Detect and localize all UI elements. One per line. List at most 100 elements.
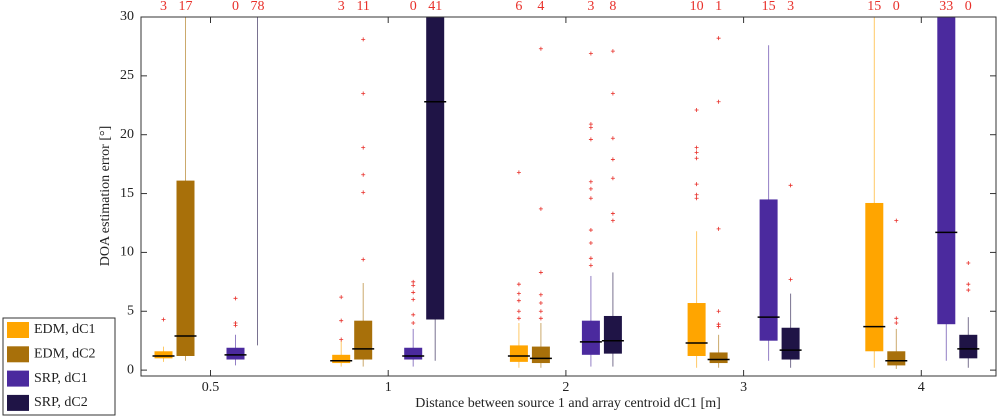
outlier	[894, 321, 899, 326]
x-tick-label: 4	[918, 380, 925, 395]
plot-frame	[140, 16, 997, 377]
box	[709, 352, 728, 364]
outlier	[339, 337, 344, 342]
y-tick-label: 10	[120, 245, 134, 260]
outlier	[516, 298, 521, 303]
legend-swatch	[7, 322, 29, 338]
outlier	[588, 125, 593, 130]
y-tick-label: 25	[120, 68, 134, 83]
outlier	[610, 136, 615, 141]
outlier	[339, 295, 344, 300]
count-label: 78	[251, 0, 265, 14]
outlier	[361, 91, 366, 96]
count-label: 41	[428, 0, 442, 14]
outlier	[516, 282, 521, 287]
count-label: 10	[690, 0, 704, 14]
outlier	[588, 196, 593, 201]
legend-swatch	[7, 394, 29, 411]
x-tick-label: 3	[740, 380, 747, 395]
outlier	[538, 292, 543, 297]
outlier	[588, 179, 593, 184]
outlier	[716, 309, 721, 314]
outlier	[610, 91, 615, 96]
outlier	[788, 277, 793, 282]
count-label: 3	[787, 0, 794, 14]
outlier	[588, 263, 593, 268]
outlier	[361, 190, 366, 195]
box	[154, 351, 173, 359]
outlier	[233, 321, 238, 326]
outlier	[588, 228, 593, 233]
count-label: 0	[965, 0, 972, 14]
outlier	[516, 309, 521, 314]
box	[531, 346, 550, 364]
box	[332, 354, 351, 364]
box	[176, 180, 195, 356]
outlier	[966, 288, 971, 293]
box	[937, 17, 956, 325]
x-tick-label: 1	[385, 380, 392, 395]
y-tick-label: 0	[127, 362, 134, 377]
count-label: 1	[715, 0, 722, 14]
outlier	[588, 240, 593, 245]
legend-swatch	[7, 346, 29, 363]
x-tick-label: 2	[562, 380, 569, 395]
box	[581, 320, 600, 355]
outlier	[161, 317, 166, 322]
outlier	[610, 49, 615, 54]
outlier	[588, 137, 593, 142]
outlier	[716, 36, 721, 41]
outlier	[610, 211, 615, 216]
count-label: 8	[609, 0, 616, 14]
box	[603, 315, 622, 354]
legend: EDM, dC1 EDM, dC2 SRP, dC1 SRP, dC2	[2, 317, 116, 416]
count-label: 0	[410, 0, 417, 14]
outlier	[538, 206, 543, 211]
outlier	[894, 218, 899, 223]
outlier	[411, 279, 416, 284]
box	[887, 351, 906, 366]
outlier	[538, 309, 543, 314]
outlier	[411, 312, 416, 317]
legend-label: EDM, dC2	[34, 347, 95, 362]
outlier	[233, 296, 238, 301]
y-axis-label: DOA estimation error [°]	[98, 126, 113, 267]
y-tick-label: 20	[120, 127, 134, 142]
outlier	[411, 290, 416, 295]
box	[509, 345, 528, 362]
box	[781, 327, 800, 360]
outlier	[694, 107, 699, 112]
outlier	[516, 316, 521, 321]
outlier	[516, 291, 521, 296]
box	[865, 202, 884, 352]
y-tick-label: 15	[120, 186, 134, 201]
legend-label: SRP, dC2	[34, 395, 88, 410]
plot-area	[152, 17, 980, 369]
outlier	[538, 301, 543, 306]
count-label: 0	[893, 0, 900, 14]
outlier	[538, 270, 543, 275]
outlier	[610, 176, 615, 181]
legend-swatch	[7, 370, 29, 387]
x-tick-label: 0.5	[202, 380, 220, 395]
outlier	[716, 226, 721, 231]
outlier	[610, 157, 615, 162]
outlier	[694, 150, 699, 155]
count-label: 15	[762, 0, 776, 14]
count-label: 15	[867, 0, 881, 14]
count-label: 17	[179, 0, 193, 14]
outlier	[361, 257, 366, 262]
count-label: 0	[232, 0, 239, 14]
outlier	[694, 192, 699, 197]
outlier	[339, 318, 344, 323]
count-label: 33	[939, 0, 953, 14]
outlier	[588, 122, 593, 127]
y-tick-label: 5	[127, 303, 134, 318]
outlier	[894, 316, 899, 321]
outlier	[694, 145, 699, 150]
outlier	[516, 170, 521, 175]
count-label: 6	[515, 0, 522, 14]
x-axis-label: Distance between source 1 and array cent…	[415, 396, 721, 411]
